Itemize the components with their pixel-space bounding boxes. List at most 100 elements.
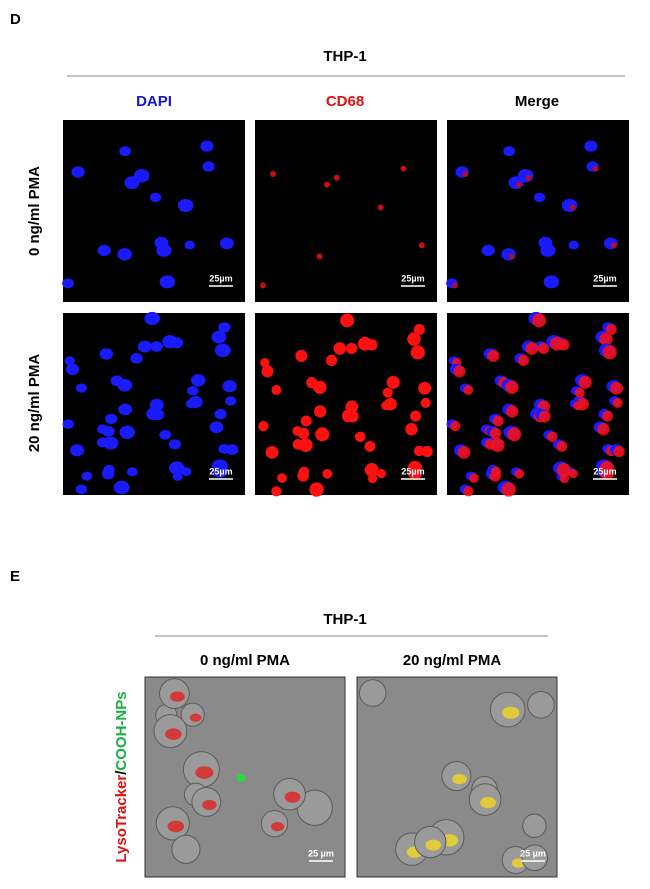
scale-bar-label: 25µm bbox=[209, 273, 232, 283]
nucleus bbox=[543, 275, 560, 289]
panel-label: D bbox=[10, 11, 21, 28]
cd68-signal bbox=[421, 445, 433, 458]
cd68-signal bbox=[578, 375, 592, 389]
nucleus bbox=[119, 425, 135, 439]
nucleus bbox=[105, 413, 118, 425]
nucleus bbox=[190, 374, 206, 387]
cd68-signal bbox=[413, 323, 425, 335]
column-header: CD68 bbox=[326, 93, 364, 110]
signal bbox=[270, 822, 285, 832]
signal bbox=[452, 774, 467, 785]
signal bbox=[425, 839, 442, 851]
cd68-signal bbox=[612, 397, 623, 408]
signal bbox=[167, 820, 185, 833]
nucleus bbox=[117, 248, 132, 261]
nucleus bbox=[75, 383, 87, 393]
cd68-signal bbox=[525, 342, 539, 355]
micrograph bbox=[255, 313, 437, 495]
signal bbox=[202, 799, 217, 810]
cd68-signal bbox=[313, 380, 327, 394]
cd68-signal bbox=[410, 410, 422, 422]
nucleus bbox=[71, 166, 85, 178]
cd68-signal bbox=[357, 336, 372, 351]
cd68-signal bbox=[405, 423, 418, 436]
scale-bar-label: 25 µm bbox=[308, 848, 334, 858]
cd68-signal bbox=[507, 427, 522, 442]
nucleus bbox=[62, 278, 74, 289]
micrograph bbox=[255, 120, 437, 302]
nucleus bbox=[517, 169, 534, 183]
nucleus bbox=[151, 409, 165, 421]
cd68-signal bbox=[298, 466, 310, 477]
column-header: 0 ng/ml PMA bbox=[200, 652, 290, 669]
nucleus bbox=[214, 408, 227, 420]
nucleus bbox=[102, 426, 115, 437]
cd68-signal bbox=[599, 460, 615, 476]
nucleus bbox=[126, 467, 138, 477]
row-header: 20 ng/ml PMA bbox=[26, 354, 43, 453]
cd68-signal bbox=[569, 204, 576, 211]
cells bbox=[260, 165, 425, 289]
nucleus bbox=[64, 356, 76, 366]
cd68-signal bbox=[501, 482, 516, 497]
cd68-signal bbox=[364, 440, 376, 452]
cd68-signal bbox=[413, 445, 425, 457]
nucleus bbox=[159, 275, 176, 289]
nucleus bbox=[533, 192, 546, 203]
cd68-signal bbox=[400, 165, 407, 172]
nucleus bbox=[218, 322, 231, 333]
cd68-signal bbox=[333, 342, 347, 355]
nucleus bbox=[133, 169, 150, 183]
nucleus bbox=[159, 429, 172, 440]
cd68-signal bbox=[407, 460, 423, 476]
nucleus bbox=[103, 464, 115, 475]
cells bbox=[62, 311, 239, 495]
nucleus bbox=[118, 403, 133, 416]
cd68-signal bbox=[258, 420, 269, 432]
cd68-signal bbox=[300, 415, 312, 427]
nucleus bbox=[130, 353, 143, 364]
side-label-green: COOH-NPs bbox=[113, 691, 130, 770]
cd68-signal bbox=[325, 354, 338, 366]
signal bbox=[195, 766, 214, 779]
nucleus bbox=[568, 240, 579, 250]
column-header: Merge bbox=[515, 93, 559, 110]
cd68-signal bbox=[457, 445, 471, 459]
nucleus bbox=[219, 237, 234, 250]
cell-outline bbox=[171, 834, 201, 864]
nucleus bbox=[99, 348, 114, 360]
cd68-signal bbox=[346, 410, 359, 423]
nucleus bbox=[202, 161, 215, 172]
cd68-signal bbox=[525, 174, 532, 181]
cd68-signal bbox=[333, 174, 340, 181]
signal bbox=[165, 728, 182, 740]
nucleus bbox=[200, 140, 214, 152]
cd68-signal bbox=[376, 468, 386, 479]
cd68-signal bbox=[469, 473, 479, 483]
cd68-signal bbox=[355, 431, 366, 443]
nucleus bbox=[225, 444, 239, 455]
cd68-signal bbox=[463, 486, 474, 497]
nucleus bbox=[65, 363, 80, 376]
nucleus bbox=[211, 330, 227, 344]
np-signal bbox=[237, 774, 245, 782]
nucleus bbox=[481, 244, 495, 257]
cd68-signal bbox=[345, 342, 358, 355]
cd68-signal bbox=[295, 349, 308, 362]
nucleus bbox=[169, 461, 185, 475]
scale-bar-label: 25µm bbox=[593, 466, 616, 476]
cd68-signal bbox=[610, 381, 624, 395]
cells bbox=[446, 140, 618, 289]
cells bbox=[258, 313, 433, 497]
cd68-signal bbox=[314, 405, 327, 418]
cd68-signal bbox=[517, 354, 530, 366]
scale-bar-label: 25µm bbox=[401, 273, 424, 283]
cd68-signal bbox=[292, 439, 304, 450]
cd68-signal bbox=[410, 345, 425, 360]
cd68-signal bbox=[516, 181, 523, 188]
cd68-signal bbox=[309, 482, 324, 497]
cd68-signal bbox=[315, 427, 330, 442]
nucleus bbox=[150, 341, 163, 352]
cd68-signal bbox=[450, 420, 461, 432]
nucleus bbox=[144, 311, 160, 326]
